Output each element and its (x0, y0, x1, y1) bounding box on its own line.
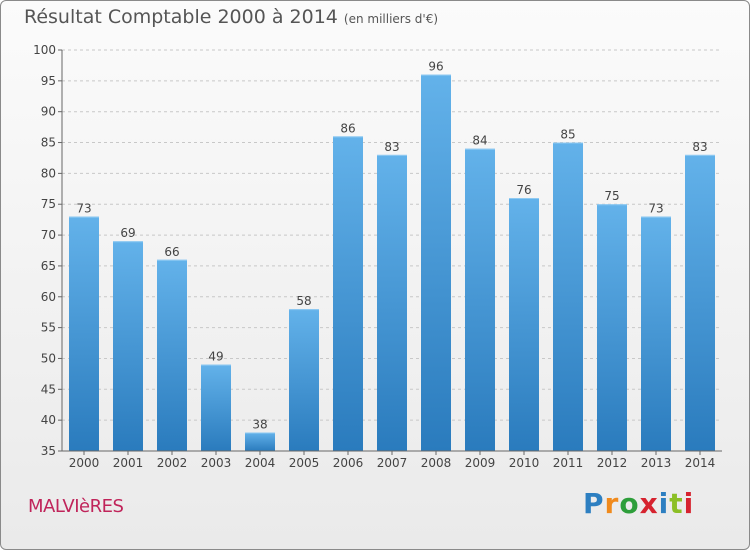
logo-letter-2: o (619, 487, 640, 520)
x-tick-label-2009: 2009 (465, 456, 496, 470)
y-tick-label-100: 100 (33, 43, 56, 57)
x-tick-label-2002: 2002 (157, 456, 188, 470)
y-tick-label-80: 80 (41, 166, 56, 180)
bar-2013 (641, 216, 671, 451)
x-tick-label-2011: 2011 (553, 456, 584, 470)
proxiti-logo: Proxiti (583, 487, 694, 520)
y-tick-label-40: 40 (41, 413, 56, 427)
x-tick-label-2012: 2012 (597, 456, 628, 470)
x-tick-label-2006: 2006 (333, 456, 364, 470)
bars (69, 74, 715, 452)
logo-letter-1: r (604, 487, 620, 520)
y-tick-label-60: 60 (41, 290, 56, 304)
chart-title: Résultat Comptable 2000 à 2014 (en millie… (24, 6, 438, 28)
logo-letter-3: x (639, 487, 659, 520)
logo-letter-5: t (669, 487, 684, 520)
x-tick-label-2001: 2001 (113, 456, 144, 470)
value-label-2011: 85 (560, 128, 575, 142)
x-tick-label-2010: 2010 (509, 456, 540, 470)
bar-2012 (597, 204, 627, 451)
bar-2006 (333, 136, 363, 451)
y-tick-label-35: 35 (41, 444, 56, 458)
x-tick-label-2000: 2000 (69, 456, 100, 470)
x-tick-label-2007: 2007 (377, 456, 408, 470)
bar-2009 (465, 148, 495, 451)
x-tick-label-2014: 2014 (685, 456, 716, 470)
value-label-2009: 84 (472, 134, 487, 148)
bar-2005 (289, 309, 319, 451)
bar-2014 (685, 154, 715, 451)
y-tick-label-75: 75 (41, 197, 56, 211)
value-label-2014: 83 (692, 140, 707, 154)
value-label-2006: 86 (340, 121, 355, 135)
bar-2008 (421, 74, 451, 451)
value-label-2005: 58 (296, 294, 311, 308)
x-tick-label-2003: 2003 (201, 456, 232, 470)
bar-2007 (377, 154, 407, 451)
y-tick-label-45: 45 (41, 382, 56, 396)
value-label-2002: 66 (164, 245, 179, 259)
bar-2004 (245, 432, 275, 451)
axes (58, 49, 722, 455)
commune-name: MALVIèRES (28, 496, 124, 517)
bar-2003 (201, 364, 231, 451)
y-tick-label-85: 85 (41, 136, 56, 150)
value-label-2003: 49 (208, 350, 223, 364)
y-tick-label-95: 95 (41, 74, 56, 88)
logo-letter-4: i (658, 487, 670, 520)
x-tick-label-2004: 2004 (245, 456, 276, 470)
y-tick-label-65: 65 (41, 259, 56, 273)
logo-letter-6: i (683, 487, 695, 520)
bar-2010 (509, 198, 539, 451)
logo-letter-0: P (583, 487, 605, 520)
bar-2000 (69, 216, 99, 451)
x-tick-label-2008: 2008 (421, 456, 452, 470)
y-tick-label-55: 55 (41, 321, 56, 335)
bar-2011 (553, 142, 583, 452)
value-label-2013: 73 (648, 202, 663, 216)
y-tick-label-90: 90 (41, 105, 56, 119)
labels: 35 40 45 50 55 60 65 70 75 80 85 90 95 100 73 2000 69 200… (33, 43, 715, 470)
value-label-2007: 83 (384, 140, 399, 154)
bar-2001 (113, 241, 143, 451)
value-label-2008: 96 (428, 60, 443, 74)
x-tick-label-2005: 2005 (289, 456, 320, 470)
value-label-2012: 75 (604, 189, 619, 203)
value-label-2000: 73 (76, 202, 91, 216)
x-tick-label-2013: 2013 (641, 456, 672, 470)
value-label-2010: 76 (516, 183, 531, 197)
bar-2002 (157, 259, 187, 451)
y-tick-label-50: 50 (41, 351, 56, 365)
value-label-2004: 38 (252, 417, 267, 431)
value-label-2001: 69 (120, 226, 135, 240)
y-tick-label-70: 70 (41, 228, 56, 242)
chart-title-text: Résultat Comptable 2000 à 2014 (24, 6, 338, 28)
chart-subtitle: (en milliers d'€) (343, 12, 439, 26)
